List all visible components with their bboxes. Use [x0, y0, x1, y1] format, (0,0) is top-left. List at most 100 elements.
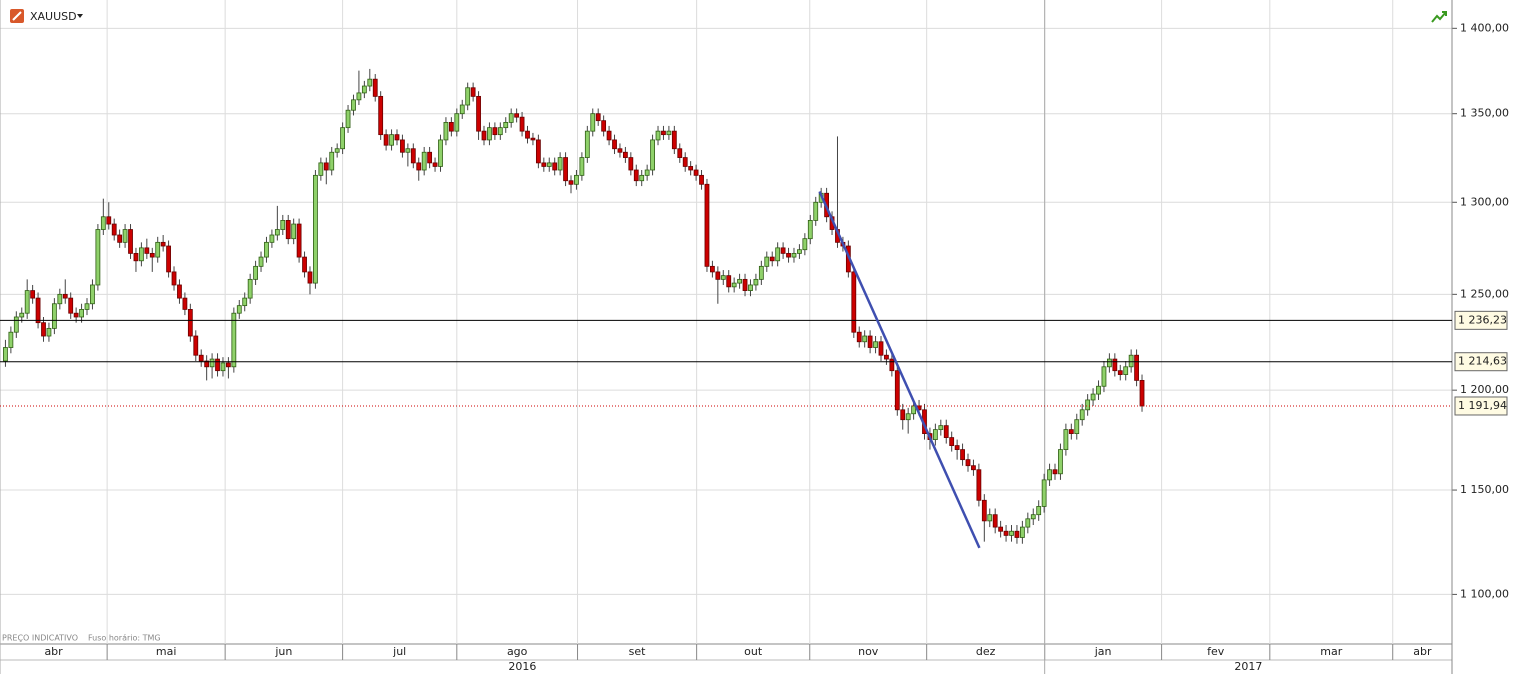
- candle-body: [932, 429, 938, 440]
- candle-body: [242, 297, 248, 307]
- trend-line: [818, 190, 981, 549]
- candle-body: [487, 127, 492, 141]
- price-level-box: [1454, 310, 1508, 330]
- candle-body: [41, 322, 46, 337]
- candle-body: [313, 174, 318, 284]
- candle-body: [514, 113, 520, 118]
- candle-body: [51, 303, 57, 329]
- price-level-box: [1454, 396, 1508, 416]
- candle-body: [24, 290, 30, 314]
- candle-body: [873, 341, 878, 348]
- candle-body: [987, 514, 993, 522]
- candle-body: [998, 526, 1004, 532]
- candle-body: [372, 78, 378, 97]
- x-tick-label: fev: [1207, 645, 1225, 658]
- candle-body: [438, 139, 443, 167]
- candle-body: [769, 256, 775, 262]
- candle-body: [171, 271, 177, 286]
- candle-body: [1025, 518, 1031, 528]
- chart-title[interactable]: XAUUSD: [30, 10, 77, 23]
- candle-body: [117, 234, 123, 243]
- dropdown-arrow[interactable]: [77, 14, 83, 18]
- candle-body: [797, 249, 802, 254]
- candle-body: [661, 130, 666, 136]
- candle-body: [155, 241, 161, 258]
- candle-body: [905, 413, 911, 421]
- candle-body: [557, 157, 563, 171]
- candle-body: [383, 134, 389, 146]
- x-tick-label: dez: [976, 645, 996, 658]
- candle-body: [856, 331, 862, 343]
- candle-body: [128, 229, 133, 254]
- candle-body: [269, 234, 275, 243]
- candle-body: [1085, 399, 1091, 411]
- candle-body: [198, 354, 204, 362]
- candle-body: [884, 354, 889, 360]
- candle-body: [258, 256, 264, 267]
- candle-body: [525, 130, 530, 139]
- candle-body: [508, 113, 514, 123]
- candle-body: [851, 271, 857, 333]
- candle-body: [775, 247, 781, 262]
- candle-body: [1096, 385, 1101, 395]
- candle-body: [976, 469, 982, 501]
- candle-body: [671, 130, 677, 150]
- candle-body: [1134, 354, 1139, 381]
- candle-body: [345, 109, 351, 129]
- candle-body: [307, 271, 313, 284]
- candle-body: [8, 331, 14, 348]
- candle-body: [95, 229, 101, 286]
- y-tick-label: 1 150,00: [1460, 483, 1509, 496]
- candle-body: [138, 247, 144, 262]
- candle-body: [878, 341, 884, 356]
- price-level-box: [1454, 352, 1508, 372]
- x-tick-label: mai: [156, 645, 177, 658]
- y-tick-label: 1 350,00: [1460, 107, 1509, 120]
- candle-body: [427, 151, 433, 164]
- candle-body: [274, 229, 280, 236]
- candle-body: [1074, 419, 1080, 434]
- candle-body: [704, 183, 710, 267]
- candle-body: [981, 499, 987, 522]
- candle-body: [231, 312, 237, 368]
- candle-body: [492, 127, 498, 136]
- price-note: PREÇO INDICATIVO: [2, 634, 78, 643]
- candle-body: [1052, 469, 1058, 475]
- candle-body: [84, 303, 90, 310]
- candle-body: [786, 252, 791, 258]
- year-label: 2016: [508, 660, 536, 673]
- candle-body: [193, 335, 199, 356]
- autoscale-icon[interactable]: [1431, 11, 1447, 23]
- candle-body: [1106, 358, 1112, 368]
- candle-body: [563, 157, 568, 182]
- x-tick-label: abr: [44, 645, 63, 658]
- candle-body: [867, 335, 873, 348]
- candle-body: [465, 87, 471, 106]
- candle-body: [19, 312, 25, 318]
- candle-body: [748, 284, 753, 291]
- candle-body: [601, 120, 607, 132]
- y-tick-label: 1 250,00: [1460, 287, 1509, 300]
- candle-body: [389, 134, 394, 146]
- candle-body: [470, 87, 476, 97]
- x-tick-label: jan: [1094, 645, 1112, 658]
- candle-body: [1009, 530, 1014, 536]
- candle-body: [79, 309, 84, 318]
- x-tick-label: jul: [392, 645, 406, 658]
- price-level-label: 1 214,63: [1458, 355, 1507, 368]
- candle-body: [1036, 506, 1042, 516]
- candle-body: [122, 229, 128, 243]
- candle-body: [410, 148, 416, 164]
- candle-body: [448, 122, 454, 132]
- y-tick-label: 1 300,00: [1460, 195, 1509, 208]
- candle-body: [394, 134, 400, 141]
- candle-body: [971, 465, 976, 471]
- candle-body: [764, 256, 770, 267]
- candle-body: [938, 425, 944, 431]
- candle-body: [911, 405, 917, 415]
- candle-body: [699, 174, 704, 185]
- candle-body: [1019, 526, 1025, 538]
- candle-body: [405, 148, 411, 153]
